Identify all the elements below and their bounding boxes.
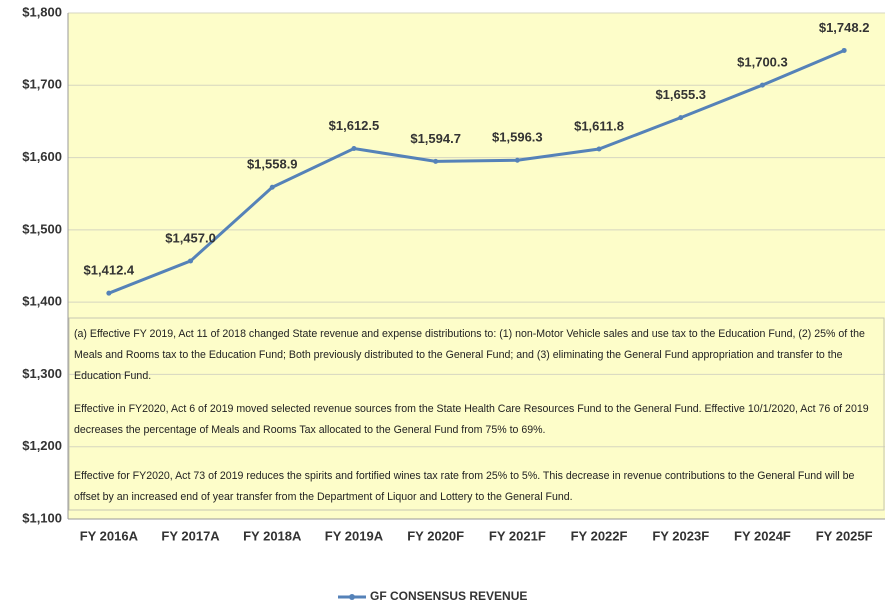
data-point <box>514 157 520 163</box>
y-tick-label: $1,100 <box>22 510 62 525</box>
x-tick-label: FY 2024F <box>734 528 791 543</box>
data-label: $1,594.7 <box>410 131 461 146</box>
data-label: $1,457.0 <box>165 230 216 245</box>
data-label: $1,748.2 <box>819 20 870 35</box>
data-point <box>269 184 275 190</box>
x-tick-label: FY 2018A <box>243 528 302 543</box>
data-point <box>596 146 602 152</box>
y-tick-label: $1,500 <box>22 221 62 236</box>
annotation: Effective for FY2020, Act 73 of 2019 red… <box>74 470 855 503</box>
annotation: (a) Effective FY 2019, Act 11 of 2018 ch… <box>74 328 865 382</box>
annotation-box <box>68 317 885 511</box>
annotation: Effective in FY2020, Act 6 of 2019 moved… <box>74 403 869 436</box>
x-tick-label: FY 2019A <box>325 528 384 543</box>
data-point <box>106 290 112 296</box>
data-label: $1,611.8 <box>574 118 624 133</box>
data-point <box>759 82 765 88</box>
x-tick-label: FY 2022F <box>571 528 628 543</box>
y-tick-label: $1,300 <box>22 366 62 381</box>
y-tick-label: $1,400 <box>22 294 62 309</box>
data-point <box>433 158 439 164</box>
y-tick-label: $1,800 <box>22 4 62 19</box>
x-tick-label: FY 2021F <box>489 528 546 543</box>
data-point <box>351 146 357 152</box>
data-label: $1,612.5 <box>329 118 380 133</box>
x-tick-label: FY 2016A <box>80 528 139 543</box>
x-tick-label: FY 2017A <box>161 528 220 543</box>
data-point <box>841 47 847 53</box>
data-point <box>678 115 684 121</box>
data-label: $1,596.3 <box>492 130 543 145</box>
data-label: $1,655.3 <box>655 87 706 102</box>
data-label: $1,558.9 <box>247 157 298 172</box>
x-tick-label: FY 2020F <box>407 528 464 543</box>
x-tick-label: FY 2025F <box>816 528 873 543</box>
y-tick-label: $1,600 <box>22 149 62 164</box>
data-label: $1,412.4 <box>84 263 135 278</box>
plot-area <box>68 13 885 519</box>
data-point <box>188 258 194 264</box>
data-label: $1,700.3 <box>737 55 788 70</box>
legend-label: GF CONSENSUS REVENUE <box>370 589 527 603</box>
data-line <box>108 49 845 295</box>
x-tick-label: FY 2023F <box>652 528 709 543</box>
y-tick-label: $1,700 <box>22 77 62 92</box>
y-tick-label: $1,200 <box>22 438 62 453</box>
legend-swatch <box>349 594 355 600</box>
